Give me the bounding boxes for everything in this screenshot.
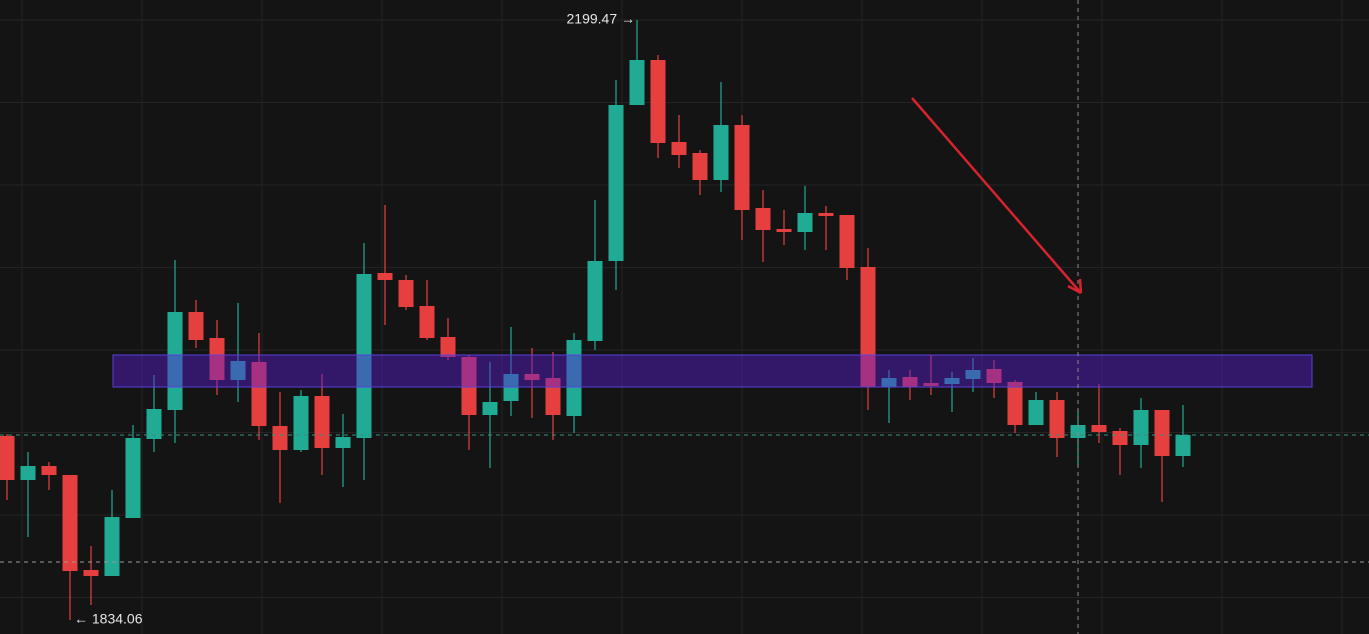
arrow-head bbox=[1067, 278, 1083, 295]
candle-body bbox=[776, 228, 792, 233]
candle-body bbox=[755, 207, 771, 230]
zone bbox=[112, 354, 1313, 388]
candle-body bbox=[461, 356, 477, 416]
candle-body bbox=[1133, 409, 1149, 446]
candle-body bbox=[1049, 399, 1065, 438]
candle-body bbox=[629, 59, 645, 106]
candle-body bbox=[398, 279, 414, 307]
candle-body bbox=[62, 475, 78, 571]
candle-body bbox=[1028, 399, 1044, 426]
candle-body bbox=[671, 142, 687, 156]
candle-body bbox=[314, 395, 330, 448]
candle-body bbox=[188, 312, 204, 340]
low-label: ← 1834.06 bbox=[74, 611, 143, 627]
candle-body bbox=[230, 360, 246, 380]
candle-body bbox=[209, 337, 225, 380]
candle-body bbox=[650, 59, 666, 144]
high-label: 2199.47 → bbox=[567, 11, 636, 27]
candle-body bbox=[377, 273, 393, 280]
candle-body bbox=[713, 125, 729, 180]
candle-body bbox=[944, 377, 960, 385]
candle-body bbox=[440, 336, 456, 357]
candle-body bbox=[104, 516, 120, 576]
candle-body bbox=[251, 361, 267, 426]
candle-body bbox=[965, 369, 981, 379]
candle-body bbox=[608, 105, 624, 261]
candle-body bbox=[146, 408, 162, 439]
candle-body bbox=[1112, 430, 1128, 446]
candle-body bbox=[83, 569, 99, 576]
candle-body bbox=[692, 153, 708, 180]
candle-body bbox=[41, 465, 57, 476]
candle-body bbox=[986, 368, 1002, 384]
candle-body bbox=[272, 425, 288, 450]
candle-body bbox=[1175, 435, 1191, 456]
candle-body bbox=[293, 395, 309, 450]
trend-arrow bbox=[911, 97, 1081, 293]
candle-body bbox=[902, 376, 918, 387]
candle-body bbox=[818, 213, 834, 216]
candle-body bbox=[881, 377, 897, 387]
candle-body bbox=[125, 437, 141, 518]
candle-body bbox=[524, 374, 540, 380]
candle-body bbox=[839, 215, 855, 268]
candle-body bbox=[419, 305, 435, 338]
candle-body bbox=[587, 260, 603, 341]
candle-body bbox=[335, 436, 351, 448]
labels: 2199.47 → ← 1834.06 bbox=[74, 11, 635, 627]
candle-body bbox=[1091, 425, 1107, 432]
candle-body bbox=[797, 213, 813, 233]
candle-body bbox=[503, 374, 519, 401]
candles bbox=[0, 19, 1191, 621]
candle-body bbox=[167, 312, 183, 410]
candle-body bbox=[1154, 409, 1170, 456]
candle-body bbox=[482, 401, 498, 416]
candle-body bbox=[356, 274, 372, 438]
candle-body bbox=[566, 339, 582, 416]
candle-body bbox=[923, 383, 939, 386]
candle-body bbox=[1007, 381, 1023, 426]
candle-body bbox=[0, 435, 15, 480]
candle-body bbox=[860, 266, 876, 387]
candle-body bbox=[734, 125, 750, 210]
candle-body bbox=[20, 465, 36, 480]
